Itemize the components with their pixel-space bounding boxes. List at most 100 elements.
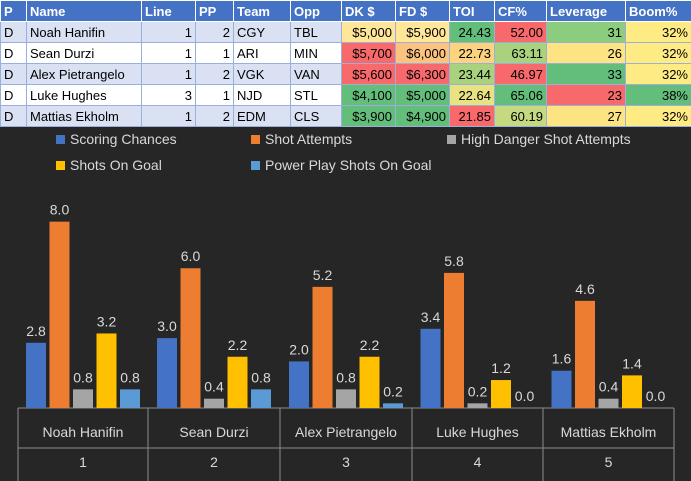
cell-toi[interactable]: 23.44 [449, 63, 495, 85]
cell-cf[interactable]: 60.19 [494, 105, 547, 127]
bar[interactable] [251, 389, 271, 408]
cell-team[interactable]: CGY [233, 21, 291, 43]
cell-boom[interactable]: 32% [625, 21, 691, 43]
bar[interactable] [551, 370, 572, 408]
cell-toi[interactable]: 24.43 [449, 21, 495, 43]
cell-fd-salary[interactable]: $5,000 [395, 84, 450, 106]
cell-leverage[interactable]: 33 [546, 63, 626, 85]
header-p[interactable]: P [0, 0, 27, 22]
cell-toi[interactable]: 21.85 [449, 105, 495, 127]
cell-opp[interactable]: CLS [290, 105, 342, 127]
cell-name[interactable]: Luke Hughes [26, 84, 142, 106]
bar[interactable] [49, 221, 70, 408]
bar[interactable] [180, 268, 201, 408]
cell-boom[interactable]: 32% [625, 105, 691, 127]
cell-fd-salary[interactable]: $4,900 [395, 105, 450, 127]
cell-leverage[interactable]: 23 [546, 84, 626, 106]
bar[interactable] [289, 361, 309, 408]
cell-team[interactable]: NJD [233, 84, 291, 106]
cell-line[interactable]: 3 [141, 84, 196, 106]
cell-fd-salary[interactable]: $6,000 [395, 42, 450, 64]
bar[interactable] [227, 356, 248, 408]
cell-cf[interactable]: 63.11 [494, 42, 547, 64]
cell-pp[interactable]: 1 [195, 84, 234, 106]
legend-swatch[interactable] [251, 135, 260, 144]
header-cf[interactable]: CF% [494, 0, 547, 22]
header-name[interactable]: Name [26, 0, 142, 22]
cell-pp[interactable]: 2 [195, 105, 234, 127]
cell-name[interactable]: Alex Pietrangelo [26, 63, 142, 85]
cell-position[interactable]: D [0, 21, 27, 43]
header-leverage[interactable]: Leverage [546, 0, 626, 22]
cell-dk-salary[interactable]: $5,700 [341, 42, 396, 64]
cell-dk-salary[interactable]: $4,100 [341, 84, 396, 106]
cell-line[interactable]: 1 [141, 21, 196, 43]
bar[interactable] [598, 398, 619, 408]
cell-line[interactable]: 1 [141, 42, 196, 64]
legend-swatch[interactable] [56, 135, 65, 144]
cell-cf[interactable]: 46.97 [494, 63, 547, 85]
bar[interactable] [575, 300, 595, 408]
cell-boom[interactable]: 32% [625, 42, 691, 64]
cell-position[interactable]: D [0, 63, 27, 85]
header-pp[interactable]: PP [195, 0, 234, 22]
cell-fd-salary[interactable]: $6,300 [395, 63, 450, 85]
bar[interactable] [73, 389, 93, 408]
cell-leverage[interactable]: 31 [546, 21, 626, 43]
cell-position[interactable]: D [0, 42, 27, 64]
cell-position[interactable]: D [0, 84, 27, 106]
header-dk[interactable]: DK $ [341, 0, 396, 22]
bar[interactable] [157, 338, 177, 408]
cell-toi[interactable]: 22.64 [449, 84, 495, 106]
legend-swatch[interactable] [447, 135, 456, 144]
bar[interactable] [26, 342, 46, 408]
bar[interactable] [120, 389, 140, 408]
cell-leverage[interactable]: 27 [546, 105, 626, 127]
cell-pp[interactable]: 2 [195, 63, 234, 85]
cell-team[interactable]: VGK [233, 63, 291, 85]
legend-swatch[interactable] [56, 161, 65, 170]
bar[interactable] [204, 398, 224, 408]
bar[interactable] [96, 333, 117, 408]
cell-name[interactable]: Sean Durzi [26, 42, 142, 64]
header-opp[interactable]: Opp [290, 0, 342, 22]
cell-team[interactable]: ARI [233, 42, 291, 64]
header-fd[interactable]: FD $ [395, 0, 450, 22]
cell-cf[interactable]: 65.06 [494, 84, 547, 106]
cell-position[interactable]: D [0, 105, 27, 127]
header-team[interactable]: Team [233, 0, 291, 22]
bar[interactable] [383, 403, 403, 408]
cell-opp[interactable]: TBL [290, 21, 342, 43]
cell-opp[interactable]: VAN [290, 63, 342, 85]
cell-line[interactable]: 1 [141, 63, 196, 85]
cell-name[interactable]: Noah Hanifin [26, 21, 142, 43]
header-boom[interactable]: Boom% [625, 0, 691, 22]
bar[interactable] [420, 328, 441, 408]
bar[interactable] [622, 375, 642, 408]
cell-opp[interactable]: STL [290, 84, 342, 106]
cell-dk-salary[interactable]: $5,600 [341, 63, 396, 85]
bar[interactable] [444, 272, 464, 408]
cell-boom[interactable]: 38% [625, 84, 691, 106]
cell-pp[interactable]: 2 [195, 21, 234, 43]
cell-toi[interactable]: 22.73 [449, 42, 495, 64]
cell-dk-salary[interactable]: $3,900 [341, 105, 396, 127]
header-line[interactable]: Line [141, 0, 196, 22]
cell-cf[interactable]: 52.00 [494, 21, 547, 43]
bar[interactable] [467, 403, 488, 408]
bar[interactable] [312, 286, 333, 408]
cell-name[interactable]: Mattias Ekholm [26, 105, 142, 127]
cell-boom[interactable]: 32% [625, 63, 691, 85]
header-toi[interactable]: TOI [449, 0, 495, 22]
cell-fd-salary[interactable]: $5,900 [395, 21, 450, 43]
legend-swatch[interactable] [251, 161, 260, 170]
cell-team[interactable]: EDM [233, 105, 291, 127]
cell-leverage[interactable]: 26 [546, 42, 626, 64]
cell-line[interactable]: 1 [141, 105, 196, 127]
cell-pp[interactable]: 1 [195, 42, 234, 64]
bar[interactable] [491, 380, 511, 408]
bar[interactable] [336, 389, 356, 408]
bar[interactable] [359, 356, 380, 408]
cell-opp[interactable]: MIN [290, 42, 342, 64]
cell-dk-salary[interactable]: $5,000 [341, 21, 396, 43]
